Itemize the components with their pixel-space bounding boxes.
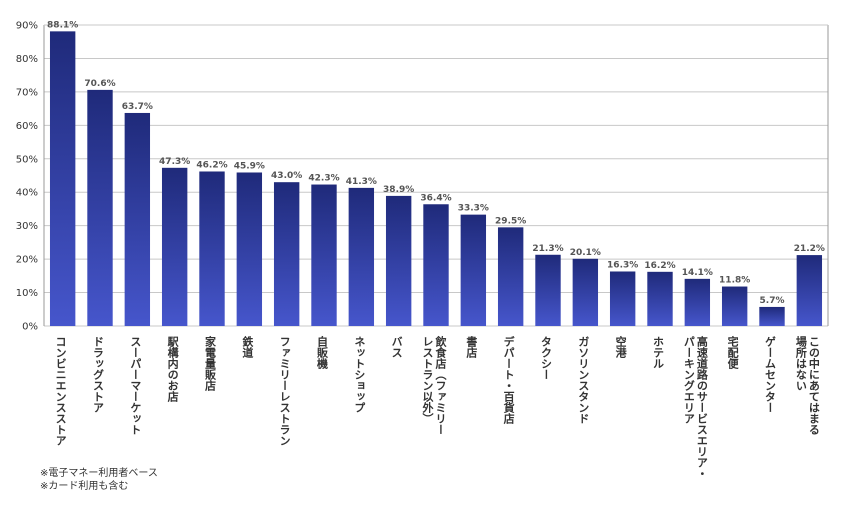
bar (348, 187, 375, 326)
bar (647, 271, 673, 326)
bar (311, 184, 337, 326)
value-label: 20.1% (570, 248, 601, 258)
bar (199, 171, 225, 326)
x-category-label: 書店 (465, 335, 478, 359)
bar (721, 286, 748, 326)
x-category-label: 駅構内のお店 (166, 336, 180, 403)
x-category-label: この中にあてはまる (807, 336, 820, 436)
value-label: 21.2% (794, 244, 825, 254)
x-category-label: 空港 (614, 335, 627, 359)
footnote-card: ※カード利用も含む (40, 481, 129, 492)
y-tick-label: 70% (16, 87, 38, 98)
bar (497, 227, 524, 326)
bar (236, 172, 263, 326)
x-category-label: タクシー (540, 336, 553, 380)
x-category-label: 鉄道 (241, 335, 254, 359)
y-tick-label: 40% (16, 188, 38, 199)
x-category-label: 高速道路のサービスエリア・ (695, 335, 708, 479)
x-category-label: ネットショップ (353, 336, 366, 413)
x-category-label: デパート・百貨店 (502, 335, 515, 425)
footnote-base: ※電子マネー利用者ベース (40, 468, 158, 479)
x-category-label: パーキングエリア (682, 336, 695, 424)
bar (535, 254, 561, 326)
bar (796, 255, 823, 326)
x-category-label: 飲食店（ファミリー (434, 335, 448, 435)
x-category-label: 家電量販店 (204, 335, 217, 392)
bar (609, 271, 636, 326)
value-label: 16.2% (644, 261, 675, 271)
y-tick-label: 90% (16, 21, 38, 32)
y-tick-label: 0% (22, 322, 38, 333)
value-labels: 88.1% 70.6% 63.7% 47.3% 46.2% 45.9% 43.0% 42.3%… (47, 20, 825, 306)
value-label: 88.1% (47, 20, 78, 30)
bar (161, 167, 188, 326)
value-label: 42.3% (308, 174, 339, 184)
bar (460, 214, 487, 326)
value-label: 47.3% (159, 157, 190, 167)
y-tick-label: 80% (16, 54, 38, 65)
x-category-label: ガソリンスタンド (577, 336, 590, 424)
value-label: 29.5% (495, 216, 526, 226)
x-category-label: ゲームセンター (764, 335, 777, 413)
value-label: 21.3% (532, 244, 563, 254)
x-category-label: 場所はない (794, 335, 807, 391)
x-category-label: レストラン以外） (421, 336, 435, 424)
bar (759, 306, 785, 326)
value-label: 45.9% (234, 161, 265, 171)
y-tick-label: 10% (16, 288, 38, 299)
value-label: 63.7% (122, 102, 153, 112)
y-tick-label: 20% (16, 255, 38, 266)
value-label: 5.7% (760, 296, 785, 306)
x-category-label: ファミリーレストラン (278, 336, 291, 446)
x-category-label: 自販機 (316, 335, 329, 370)
x-category-label: ドラッグストア (92, 336, 105, 413)
value-label: 46.2% (196, 160, 227, 170)
value-label: 41.3% (346, 177, 377, 187)
x-category-label: 宅配便 (726, 335, 739, 370)
y-tick-label: 30% (16, 221, 38, 232)
x-axis-labels: コンビニエンスストア ドラッグストア スーパーマーケット 駅構内のお店 家電量販店 鉄道フ… (54, 335, 820, 479)
x-category-label: コンビニエンスストア (54, 336, 67, 446)
value-label: 43.0% (271, 171, 302, 181)
value-label: 70.6% (84, 79, 115, 89)
bar (49, 31, 76, 327)
value-label: 11.8% (719, 276, 750, 286)
bar (124, 112, 151, 326)
bar (684, 278, 711, 326)
bars (49, 31, 823, 327)
y-axis-ticks: 0% 10% 20% 30% 40% 50% 60% 70% 80% 90% (16, 21, 38, 333)
value-label: 16.3% (607, 260, 638, 270)
bar (423, 204, 449, 326)
value-label: 36.4% (420, 193, 451, 203)
x-category-label: バス (390, 336, 403, 358)
y-tick-label: 50% (16, 154, 38, 165)
bar (572, 258, 599, 326)
bar (385, 195, 412, 326)
value-label: 33.3% (458, 204, 489, 214)
x-category-label: スーパーマーケット (129, 336, 142, 435)
x-category-label: ホテル (652, 336, 665, 369)
value-label: 38.9% (383, 185, 414, 195)
bar (87, 89, 113, 326)
bar (273, 182, 300, 326)
y-tick-label: 60% (16, 121, 38, 132)
value-label: 14.1% (682, 268, 713, 278)
